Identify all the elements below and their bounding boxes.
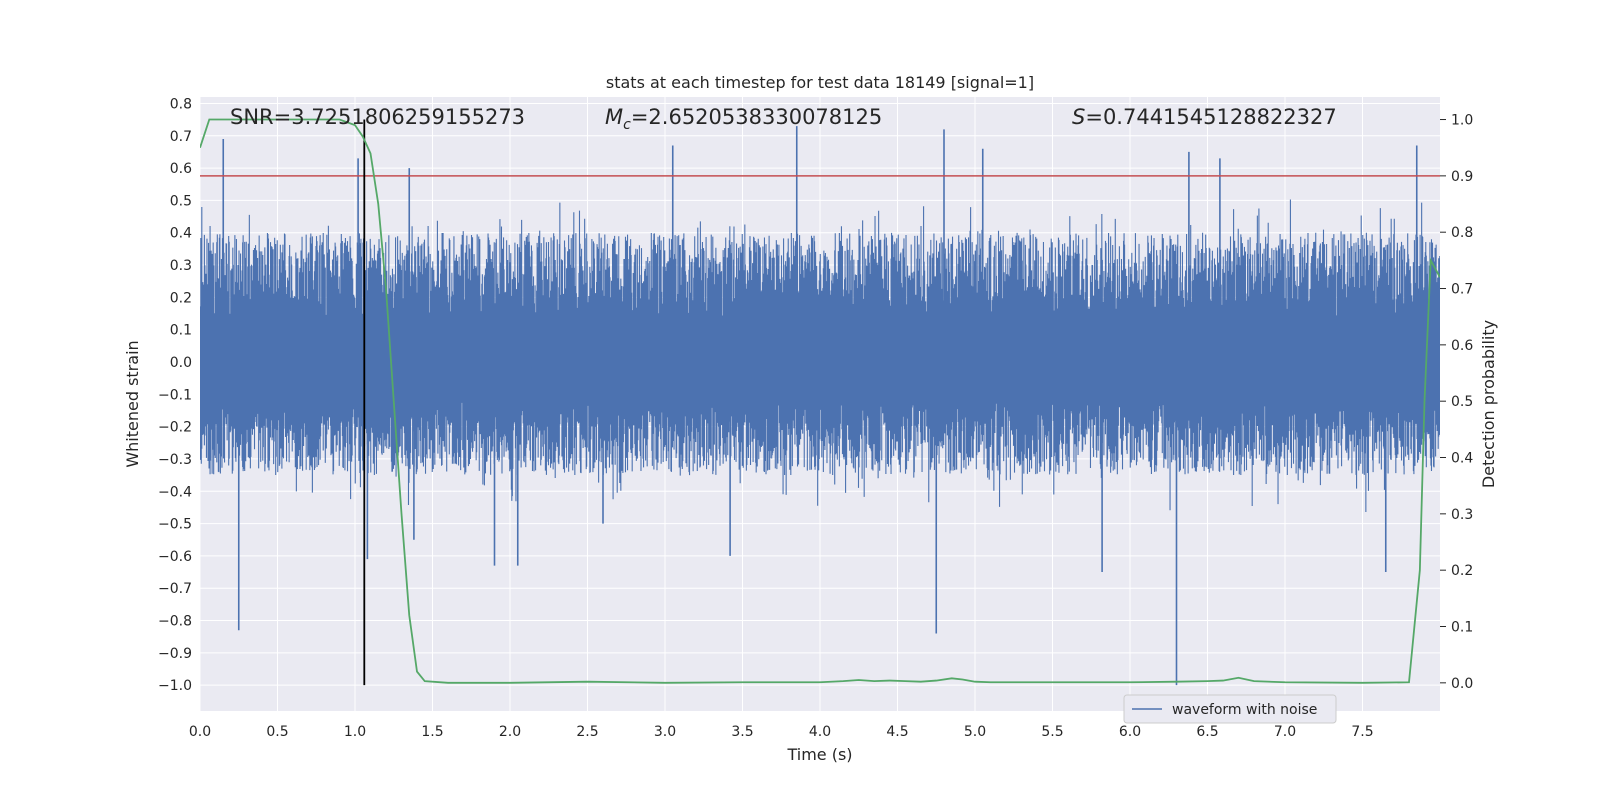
chirp-mass-symbol: M	[605, 105, 623, 129]
s-annotation: S=0.7441545128822327	[1072, 105, 1337, 129]
y-right-tick-label: 0.9	[1451, 169, 1473, 185]
y-left-tick-label: −0.4	[158, 484, 192, 500]
waveform-trace	[200, 199, 1440, 512]
y-left-tick-label: −1.0	[158, 678, 192, 694]
y-left-tick-label: 0.5	[170, 193, 192, 209]
x-tick-label: 1.5	[421, 724, 443, 740]
legend: waveform with noise	[1123, 694, 1337, 724]
x-tick-label: 1.0	[344, 724, 366, 740]
x-tick-label: 2.0	[499, 724, 521, 740]
y-right-tick-label: 0.5	[1451, 394, 1473, 410]
y-right-tick-label: 0.6	[1451, 338, 1473, 354]
y-left-tick-label: −0.7	[158, 581, 192, 597]
y-left-tick-labels: 0.8 0.7 0.6 0.5 0.4 0.3 0.2 0.1 0.0 −0.1 −0.2 −0.3 −…	[158, 96, 192, 694]
x-tick-label: 5.0	[964, 724, 986, 740]
x-tick-label: 0.5	[266, 724, 288, 740]
y-left-tick-label: 0.2	[170, 290, 192, 306]
x-tick-label: 7.5	[1351, 724, 1373, 740]
x-tick-label: 5.5	[1041, 724, 1063, 740]
y-right-tick-label: 0.7	[1451, 282, 1473, 298]
y-left-tick-label: 0.1	[170, 323, 192, 339]
y-left-tick-label: −0.3	[158, 452, 192, 468]
x-tick-labels: 0.0 0.5 1.0 1.5 2.0 2.5 3.0 3.5 4.0 4.5 5.0 5.5 6.0 6…	[189, 724, 1374, 740]
y-right-tick-label: 0.2	[1451, 563, 1473, 579]
s-value: =0.7441545128822327	[1085, 105, 1336, 129]
y-left-tick-label: 0.6	[170, 161, 192, 177]
y-axis-right-label: Detection probability	[1479, 320, 1498, 488]
x-tick-label: 4.5	[886, 724, 908, 740]
s-symbol: S	[1072, 105, 1085, 129]
y-axis-left-label: Whitened strain	[123, 340, 142, 467]
x-tick-label: 6.0	[1119, 724, 1141, 740]
y-right-tick-label: 0.1	[1451, 620, 1473, 636]
y-right-tick-label: 1.0	[1451, 113, 1473, 129]
x-tick-label: 7.0	[1274, 724, 1296, 740]
chart-title: stats at each timestep for test data 181…	[606, 73, 1034, 92]
y-left-tick-label: 0.0	[170, 355, 192, 371]
waveform-series	[200, 126, 1440, 686]
x-tick-label: 3.0	[654, 724, 676, 740]
y-left-tick-label: 0.4	[170, 226, 192, 242]
y-right-tick-label: 0.4	[1451, 451, 1473, 467]
y-right-tick-label: 0.8	[1451, 225, 1473, 241]
chirp-mass-annotation: Mc=2.6520538330078125	[605, 105, 882, 133]
snr-annotation: SNR=3.7251806259155273	[230, 105, 525, 129]
y-left-tick-label: −0.9	[158, 646, 192, 662]
detection-probability-line	[200, 118, 1440, 684]
y-left-tick-label: −0.1	[158, 387, 192, 403]
x-tick-label: 2.5	[576, 724, 598, 740]
legend-box	[1123, 694, 1337, 724]
x-tick-label: 6.5	[1196, 724, 1218, 740]
y-left-tick-label: −0.6	[158, 549, 192, 565]
chirp-mass-subscript: c	[623, 117, 631, 133]
y-left-tick-label: −0.8	[158, 614, 192, 630]
probability-series	[200, 118, 1440, 686]
y-left-tick-label: 0.8	[170, 96, 192, 112]
chirp-mass-value: =2.6520538330078125	[631, 105, 882, 129]
y-right-tick-label: 0.0	[1451, 676, 1473, 692]
x-axis-label: Time (s)	[786, 745, 852, 764]
y-right-tick-labels: 1.0 0.9 0.8 0.7 0.6 0.5 0.4 0.3 0.2 0.1 0.0	[1440, 113, 1473, 692]
y-left-tick-label: −0.5	[158, 517, 192, 533]
legend-label: waveform with noise	[1172, 702, 1317, 718]
x-tick-label: 3.5	[731, 724, 753, 740]
y-right-tick-label: 0.3	[1451, 507, 1473, 523]
plot-area	[200, 118, 1440, 686]
x-tick-label: 4.0	[809, 724, 831, 740]
y-left-tick-label: −0.2	[158, 420, 192, 436]
x-tick-label: 0.0	[189, 724, 211, 740]
y-left-tick-label: 0.3	[170, 258, 192, 274]
y-left-tick-label: 0.7	[170, 129, 192, 145]
